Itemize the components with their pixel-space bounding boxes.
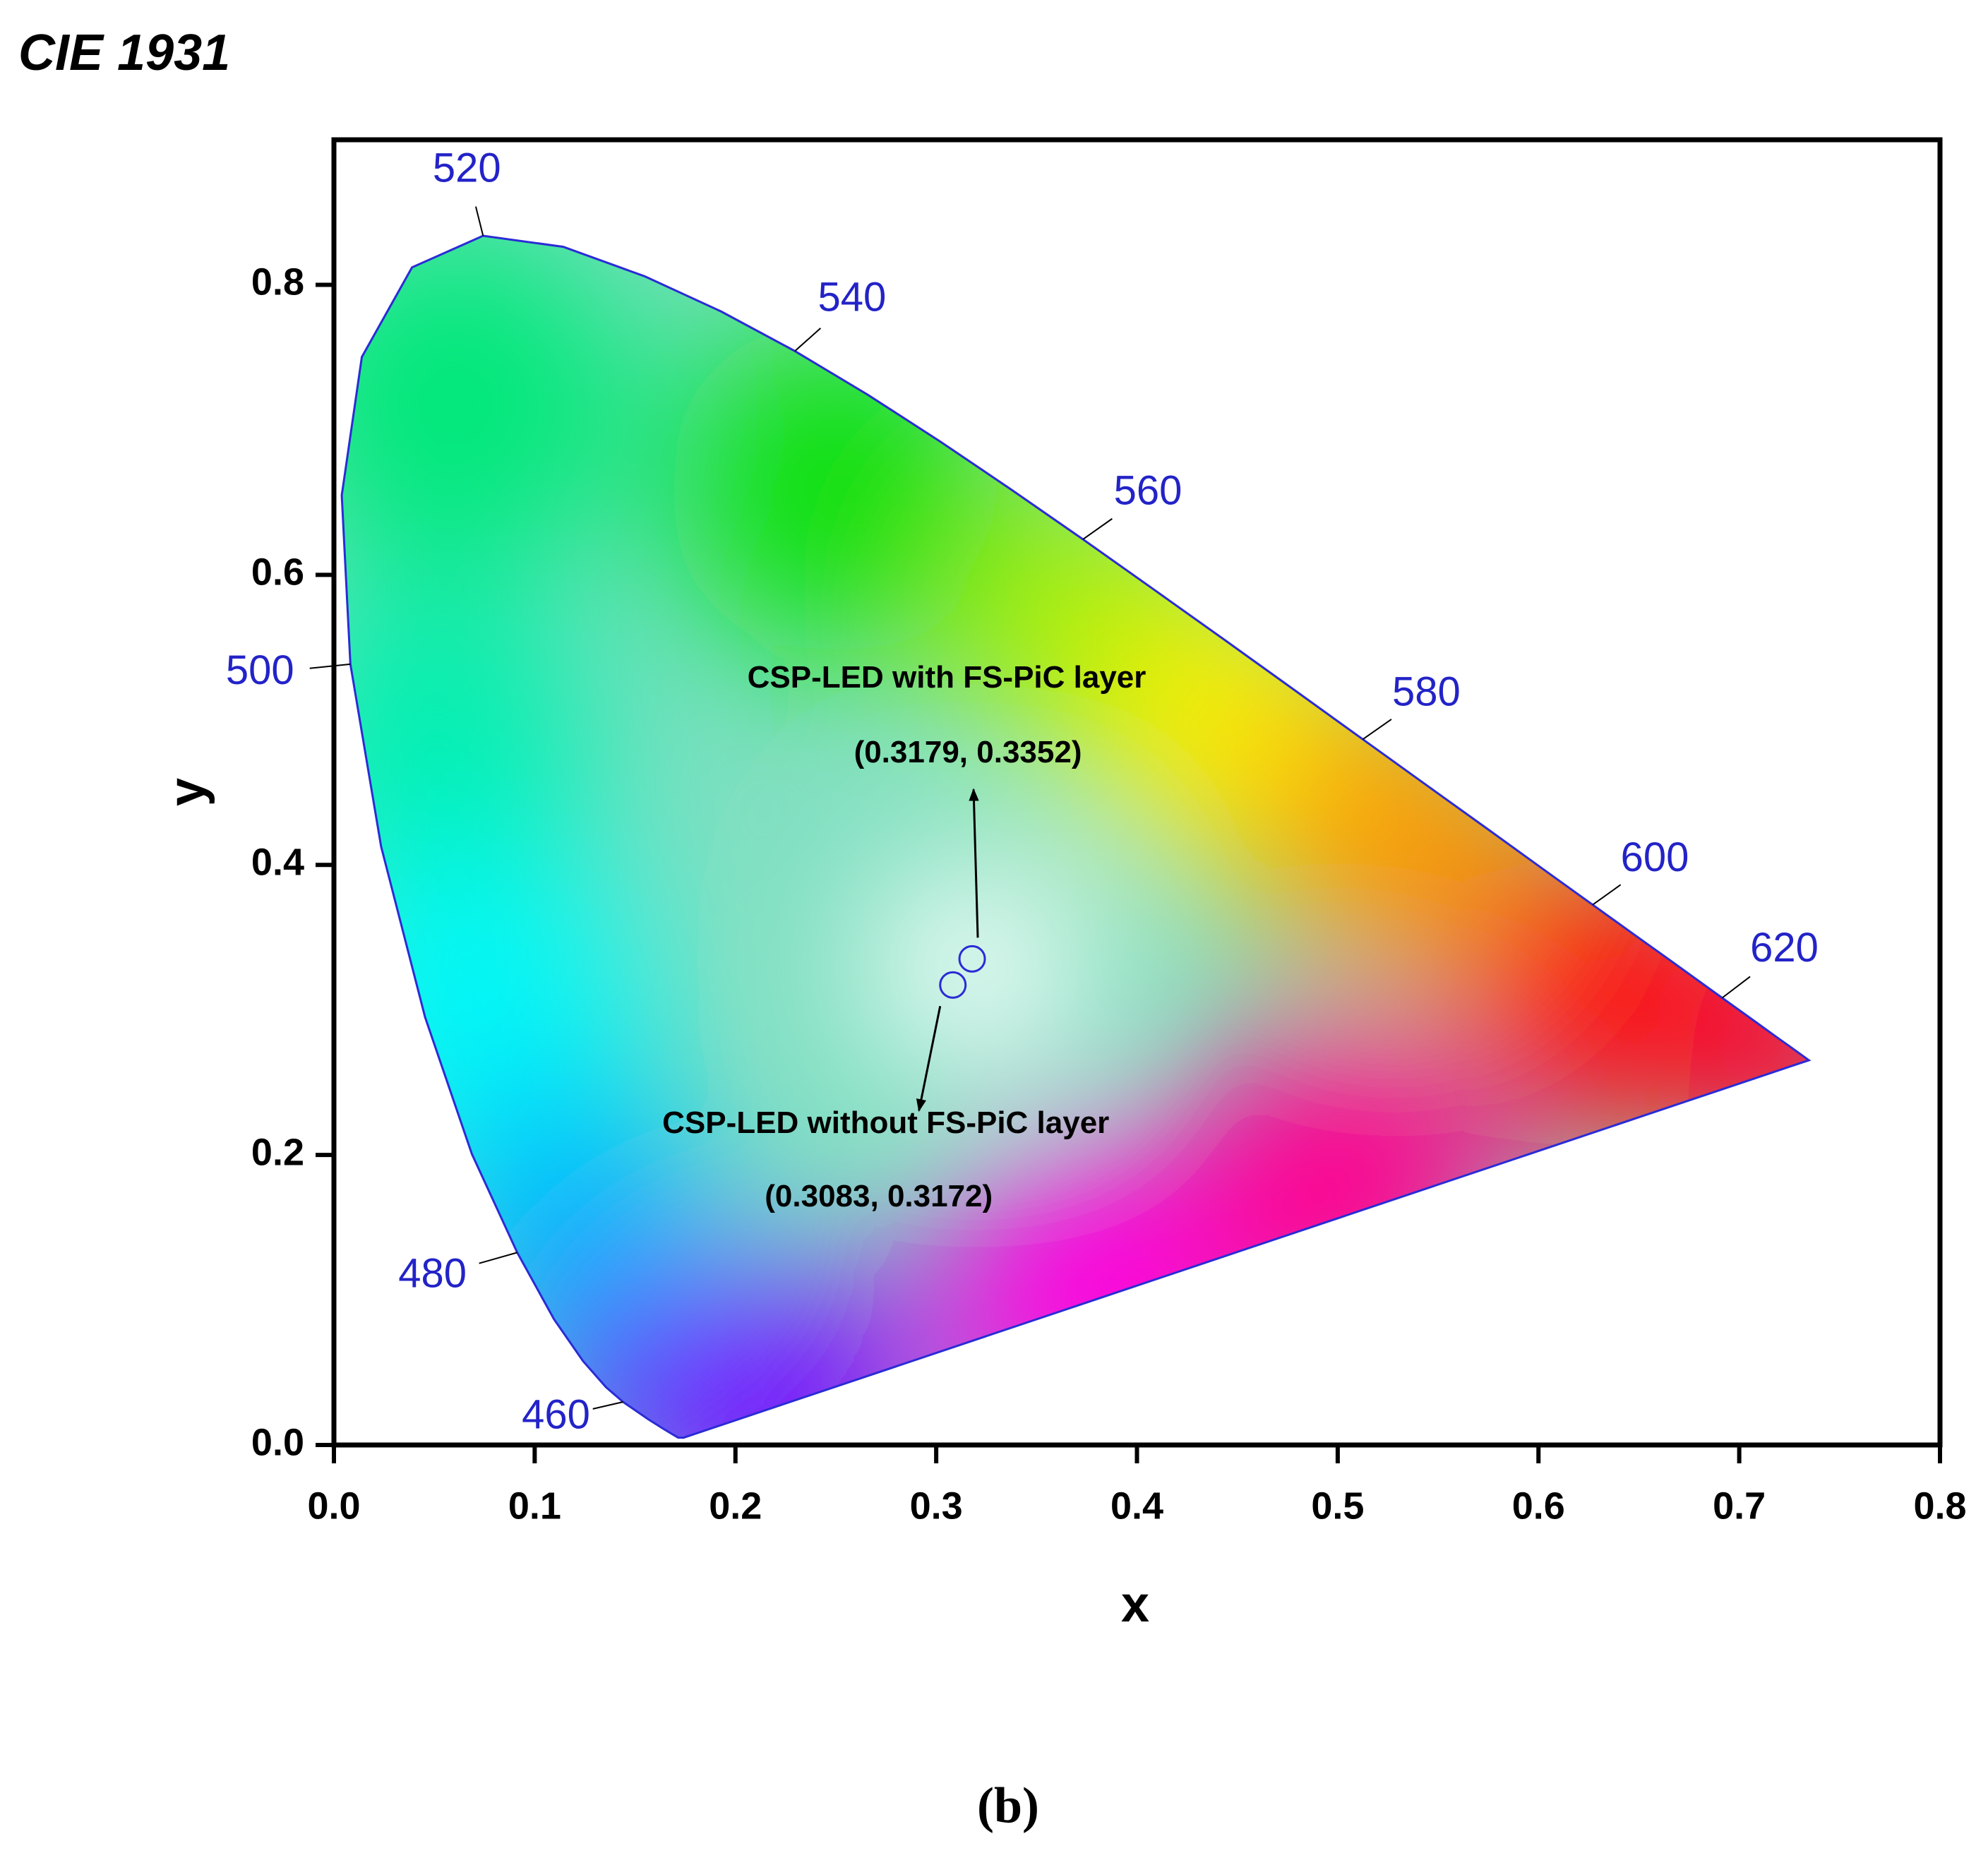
fill-blob: [1175, 1021, 1500, 1347]
wavelength-label: 520: [433, 145, 501, 191]
wavelength-label: 480: [398, 1251, 467, 1297]
point-label: (0.3179, 0.3352): [854, 735, 1082, 769]
point-label: (0.3083, 0.3172): [765, 1179, 993, 1213]
wavelength-label: 560: [1114, 467, 1182, 513]
x-tick-label: 0.3: [910, 1485, 963, 1527]
point-name: CSP-LED without FS-PiC layer: [662, 1105, 1109, 1140]
wavelength-tick: [479, 1252, 517, 1264]
wavelength-tick: [474, 206, 484, 236]
y-tick-label: 0.4: [251, 841, 304, 883]
annotation-arrow: [916, 1006, 942, 1113]
annotation-arrow: [969, 788, 979, 938]
x-tick-label: 0.5: [1311, 1485, 1364, 1527]
fill-blob: [870, 860, 1082, 1073]
chromaticity-fill: [342, 236, 1809, 1438]
wavelength-tick: [1721, 976, 1751, 999]
wavelength-label: 600: [1621, 834, 1689, 880]
fill-blob: [666, 318, 1005, 658]
x-tick-label: 0.2: [709, 1485, 762, 1527]
wavelength-tick: [309, 663, 351, 669]
chart-title: CIE 1931: [18, 25, 230, 81]
wavelength-label: 620: [1750, 925, 1819, 971]
wavelength-tick: [1592, 884, 1622, 906]
point-name: CSP-LED with FS-PiC layer: [748, 660, 1146, 695]
wavelength-tick: [1082, 517, 1113, 540]
data-point: [958, 945, 986, 973]
y-tick-label: 0.8: [251, 261, 304, 304]
caption: (b): [977, 1777, 1039, 1834]
data-point: [939, 971, 967, 999]
x-tick-label: 0.4: [1110, 1485, 1163, 1527]
wavelength-tick: [1362, 719, 1392, 740]
wavelength-label: 500: [226, 647, 294, 693]
y-tick-label: 0.0: [251, 1421, 304, 1463]
x-axis-label: x: [1121, 1576, 1149, 1633]
wavelength-label: 540: [818, 275, 887, 320]
x-tick-label: 0.7: [1713, 1485, 1766, 1527]
fill-blob: [634, 1260, 917, 1438]
y-axis-label: y: [159, 778, 215, 806]
x-tick-label: 0.6: [1512, 1485, 1565, 1527]
wavelength-label: 460: [522, 1391, 590, 1437]
fill-blob: [342, 236, 638, 584]
x-tick-label: 0.1: [508, 1485, 561, 1527]
wavelength-label: 580: [1392, 669, 1461, 715]
x-tick-label: 0.0: [307, 1485, 360, 1527]
y-tick-label: 0.2: [251, 1131, 304, 1173]
wavelength-tick: [592, 1401, 623, 1410]
wavelength-tick: [794, 328, 822, 352]
x-tick-label: 0.8: [1913, 1485, 1966, 1527]
y-tick-label: 0.6: [251, 551, 304, 594]
